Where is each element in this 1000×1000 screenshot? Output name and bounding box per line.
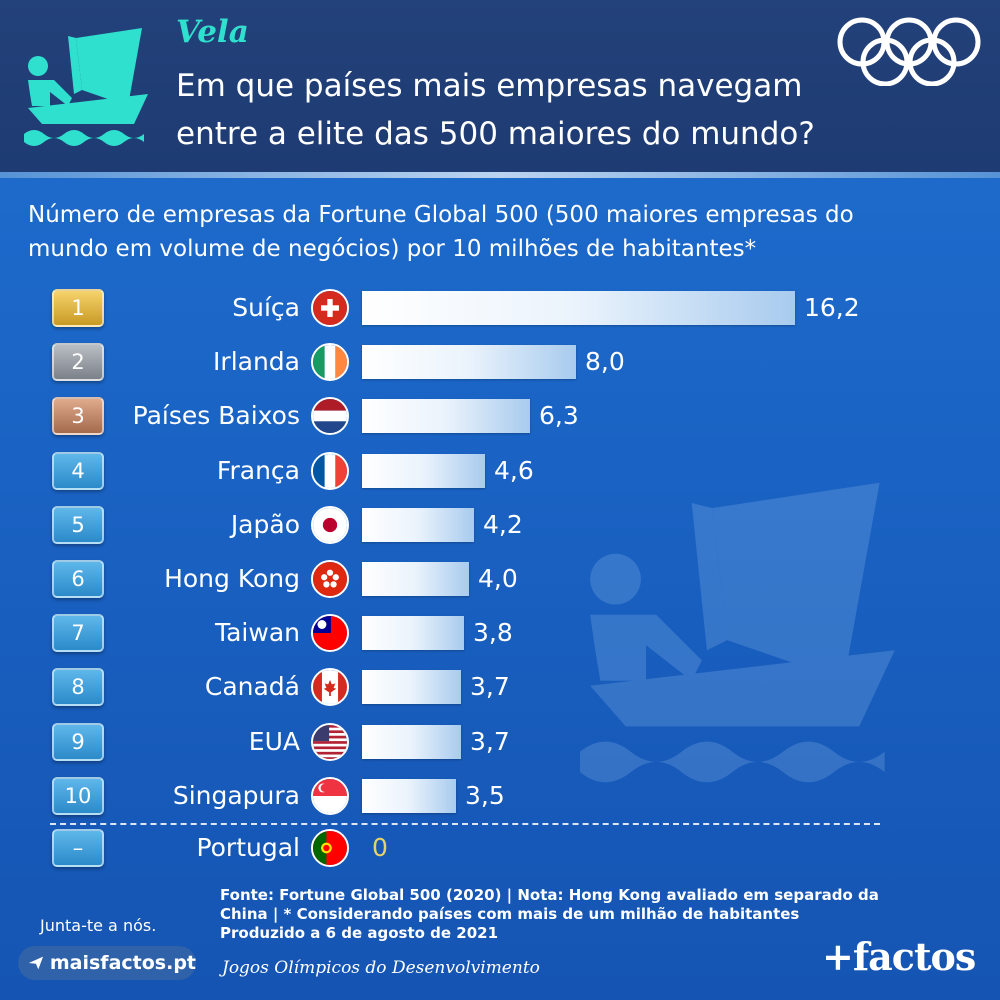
country-label-taiwan: Taiwan <box>214 618 300 648</box>
value-label-portugal: 0 <box>372 833 388 862</box>
country-label-franca: França <box>216 455 300 485</box>
rank-badge-canada: 8 <box>52 668 104 707</box>
rank-badge-taiwan: 7 <box>52 614 104 653</box>
site-link[interactable]: maisfactos.pt <box>18 946 196 980</box>
flag-icon-taiwan <box>311 614 349 653</box>
sport-label: Vela <box>176 14 249 50</box>
ranking-divider <box>50 823 880 825</box>
bar-paises-baixos <box>362 399 530 434</box>
country-label-irlanda: Irlanda <box>213 347 300 377</box>
value-label-paises-baixos: 6,3 <box>539 401 579 431</box>
bar-franca <box>362 453 485 488</box>
bar-singapura <box>362 778 456 813</box>
flag-icon-eua <box>311 722 349 761</box>
value-label-suica: 16,2 <box>804 293 860 322</box>
games-name: Jogos Olímpicos do Desenvolvimento <box>222 958 540 978</box>
bar-hong-kong <box>362 562 469 596</box>
rank-badge-eua: 9 <box>52 722 104 761</box>
flag-icon-irlanda <box>311 343 349 382</box>
country-label-hong-kong: Hong Kong <box>164 564 300 593</box>
site-label: maisfactos.pt <box>49 952 196 974</box>
bar-irlanda <box>362 345 576 380</box>
header-divider <box>0 172 1000 178</box>
title-line-2: entre a elite das 500 maiores do mundo? <box>176 116 815 152</box>
brand-logo: +factos <box>822 934 976 979</box>
bar-japao <box>362 507 474 542</box>
flag-icon-portugal <box>311 829 349 867</box>
value-label-taiwan: 3,8 <box>473 618 513 648</box>
source-note: Fonte: Fortune Global 500 (2020) | Nota:… <box>220 886 879 943</box>
country-label-eua: EUA <box>248 726 300 756</box>
value-label-japao: 4,2 <box>483 509 523 539</box>
rank-badge-paises-baixos: 3 <box>52 397 104 436</box>
page-title: Em que países mais empresas navegam entr… <box>176 62 896 158</box>
bar-taiwan <box>362 616 464 651</box>
chart-subtitle: Número de empresas da Fortune Global 500… <box>28 198 978 266</box>
value-label-irlanda: 8,0 <box>585 347 625 377</box>
send-icon <box>28 956 44 970</box>
bar-canada <box>362 670 461 705</box>
flag-icon-paises-baixos <box>311 397 349 436</box>
join-text: Junta-te a nós. <box>40 916 157 935</box>
flag-icon-suica <box>311 289 349 327</box>
rank-badge-suica: 1 <box>52 289 104 327</box>
rank-badge-japao: 5 <box>52 505 104 544</box>
country-label-portugal: Portugal <box>196 833 300 862</box>
country-label-japao: Japão <box>230 509 300 539</box>
rank-badge-irlanda: 2 <box>52 343 104 382</box>
subtitle-line-1: Número de empresas da Fortune Global 500… <box>28 202 854 228</box>
sailing-watermark-icon <box>580 482 895 783</box>
value-label-franca: 4,6 <box>494 455 534 485</box>
sailing-icon <box>24 28 148 146</box>
value-label-hong-kong: 4,0 <box>478 564 518 593</box>
olympic-rings-icon <box>837 17 981 86</box>
rank-badge-franca: 4 <box>52 451 104 490</box>
source-line-2: China | * Considerando países com mais d… <box>220 905 800 923</box>
subtitle-line-2: mundo em volume de negócios) por 10 milh… <box>28 236 757 262</box>
bar-eua <box>362 724 461 759</box>
source-line-3: Produzido a 6 de agosto de 2021 <box>220 924 499 942</box>
source-line-1: Fonte: Fortune Global 500 (2020) | Nota:… <box>220 886 879 904</box>
bar-suica <box>362 291 795 325</box>
title-line-1: Em que países mais empresas navegam <box>176 68 803 104</box>
rank-badge-singapura: 10 <box>52 776 104 815</box>
flag-icon-franca <box>311 451 349 490</box>
country-label-singapura: Singapura <box>172 780 300 810</box>
flag-icon-canada <box>311 668 349 707</box>
rank-badge-portugal: – <box>52 829 104 867</box>
country-label-canada: Canadá <box>204 672 300 702</box>
flag-icon-japao <box>311 505 349 544</box>
value-label-canada: 3,7 <box>470 672 510 702</box>
rank-badge-hong-kong: 6 <box>52 560 104 598</box>
country-label-suica: Suíça <box>232 293 300 322</box>
value-label-singapura: 3,5 <box>465 780 505 810</box>
value-label-eua: 3,7 <box>470 726 510 756</box>
header-band <box>0 0 1000 172</box>
flag-icon-hong-kong <box>311 560 349 598</box>
country-label-paises-baixos: Países Baixos <box>132 401 300 431</box>
flag-icon-singapura <box>311 776 349 815</box>
